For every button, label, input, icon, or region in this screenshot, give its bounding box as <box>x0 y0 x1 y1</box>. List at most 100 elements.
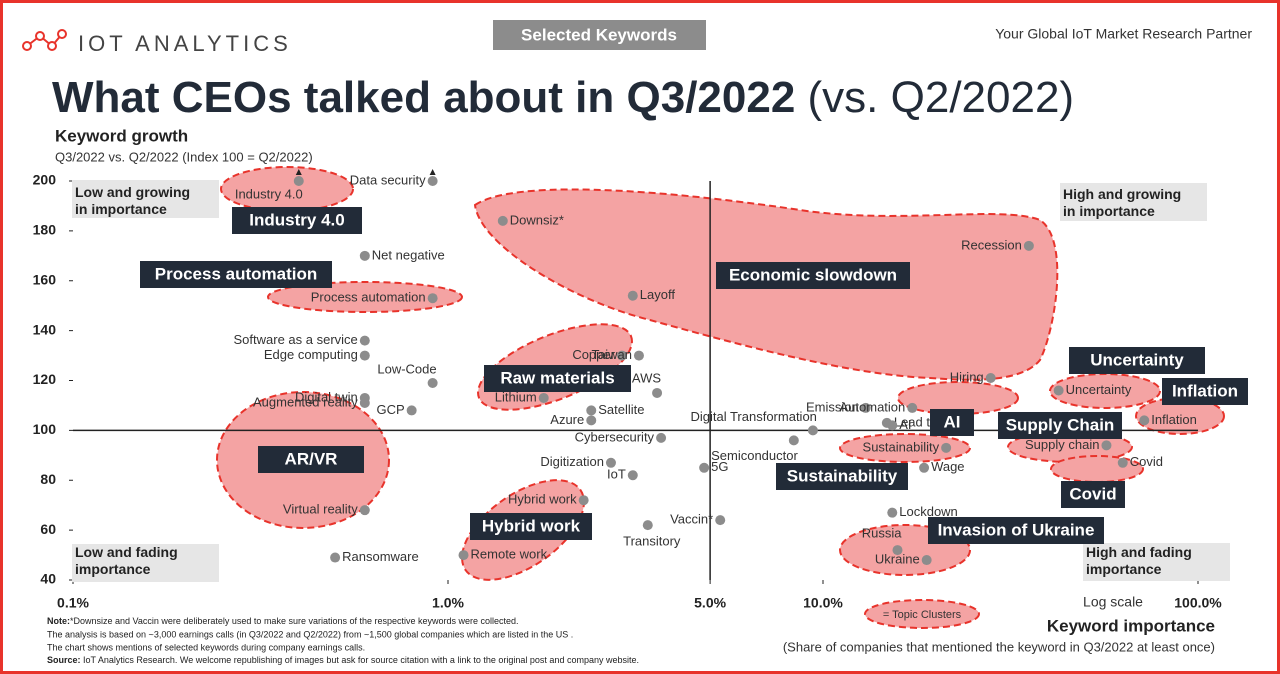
point <box>359 397 370 408</box>
point <box>578 495 589 506</box>
cluster-shape <box>839 433 971 463</box>
cluster-label-bg <box>998 412 1122 439</box>
cluster-shape <box>1135 397 1225 435</box>
point <box>627 470 638 481</box>
point <box>627 290 638 301</box>
point <box>892 545 903 556</box>
point-label: Inflation <box>1151 412 1197 427</box>
logo: IOT ANALYTICS <box>78 31 292 56</box>
point <box>359 350 370 361</box>
title: What CEOs talked about in Q3/2022 (vs. Q… <box>52 73 1074 122</box>
point-label: Digitization <box>540 454 604 469</box>
point-label: Transitory <box>623 534 681 549</box>
point-label: Remote work <box>471 547 548 562</box>
cluster-label: Uncertainty <box>1090 350 1184 369</box>
point-label: 5G <box>711 459 728 474</box>
quadrant-label: High and growing in importance <box>1063 186 1181 219</box>
point-label: AWS <box>632 370 661 385</box>
point <box>985 373 996 384</box>
source-text: IoT Analytics Research. We welcome repub… <box>83 655 639 665</box>
y-tick-label: 120 <box>33 371 57 387</box>
point-label: Lockdown <box>899 504 958 519</box>
point-label: Edge computing <box>264 347 358 362</box>
point-label: Ukraine <box>875 551 920 566</box>
quadrant-label: Low and fading importance <box>75 544 178 577</box>
point <box>359 505 370 516</box>
y-tick-label: 180 <box>33 222 57 238</box>
cluster-label-bg <box>776 463 908 490</box>
point <box>919 462 930 473</box>
cluster-shape <box>897 381 1019 415</box>
y-tick-label: 100 <box>33 421 57 437</box>
badge: Selected Keywords <box>521 25 677 44</box>
quadrant-line: Low and growing <box>75 184 190 200</box>
point <box>699 462 710 473</box>
cluster-label-bg <box>1069 347 1205 374</box>
y-title: Keyword growth <box>55 126 188 145</box>
overflow-arrow <box>429 169 436 175</box>
point-label: Digital Transformation <box>690 409 816 424</box>
cluster-shape <box>267 281 463 313</box>
cluster-label: Covid <box>1069 484 1116 503</box>
cluster-label: Hybrid work <box>482 516 581 535</box>
point-label: Taiwan <box>591 347 631 362</box>
point-label: GCP <box>376 402 404 417</box>
note: The analysis is based on ~3,000 earnings… <box>47 629 573 639</box>
x-tick-label: 1.0% <box>432 595 464 611</box>
quadrant-bg <box>1083 543 1230 581</box>
source: Source: IoT Analytics Research. We welco… <box>47 655 639 665</box>
quadrant-line: High and fading <box>1086 544 1192 560</box>
x-title: Keyword importance <box>1047 616 1215 635</box>
point <box>1053 385 1064 396</box>
y-tick-label: 160 <box>33 271 57 287</box>
point <box>860 402 871 413</box>
quadrant-label: Low and growing in importance <box>75 184 190 217</box>
point-label: Virtual reality <box>283 502 358 517</box>
cluster-label-bg <box>716 262 910 289</box>
point <box>715 515 726 526</box>
point <box>586 405 597 416</box>
cluster-label-bg <box>470 513 592 540</box>
point-label: Semiconductor <box>711 448 798 463</box>
legend-swatch <box>864 599 980 629</box>
x-tick-label: 5.0% <box>694 595 726 611</box>
badge-bg <box>493 20 706 50</box>
point <box>633 350 644 361</box>
point-label: Emission <box>806 399 859 414</box>
point <box>427 176 438 186</box>
point <box>1117 457 1128 468</box>
point-label: Automation <box>840 399 906 414</box>
quadrant-label: High and fading importance <box>1086 544 1192 577</box>
x-tick-label: 0.1% <box>57 595 89 611</box>
point <box>406 405 417 416</box>
point-label: IoT <box>607 467 626 482</box>
point-label: Supply chain <box>1025 437 1099 452</box>
point <box>652 387 663 398</box>
point-label: Downsiz* <box>510 212 564 227</box>
point-label: Hiring <box>950 369 984 384</box>
point <box>359 335 370 346</box>
point-label: Azure <box>550 412 584 427</box>
cluster-label-bg <box>484 365 631 392</box>
overflow-arrow <box>295 169 302 175</box>
note-text: *Downsize and Vaccin were deliberately u… <box>70 616 519 626</box>
point-label: Covid <box>1130 454 1163 469</box>
point-label: Hybrid work <box>508 492 577 507</box>
cluster-shape <box>220 166 354 212</box>
y-tick-label: 80 <box>40 471 56 487</box>
point-label: Recession <box>961 237 1022 252</box>
cluster-label: Invasion of Ukraine <box>938 520 1095 539</box>
quadrant-line: High and growing <box>1063 186 1181 202</box>
point <box>642 520 653 531</box>
point <box>427 293 438 304</box>
point-label: Augmented reality <box>253 394 358 409</box>
point <box>907 402 918 413</box>
point-label: Digital twin <box>295 389 358 404</box>
cluster-label: Industry 4.0 <box>249 210 344 229</box>
note: The chart shows mentions of selected key… <box>47 642 365 652</box>
point <box>1023 240 1034 251</box>
y-tick-label: 40 <box>40 571 56 587</box>
quadrant-line: in importance <box>75 201 167 217</box>
point-label: Low-Code <box>377 361 436 376</box>
point-label: Cybersecurity <box>575 429 655 444</box>
